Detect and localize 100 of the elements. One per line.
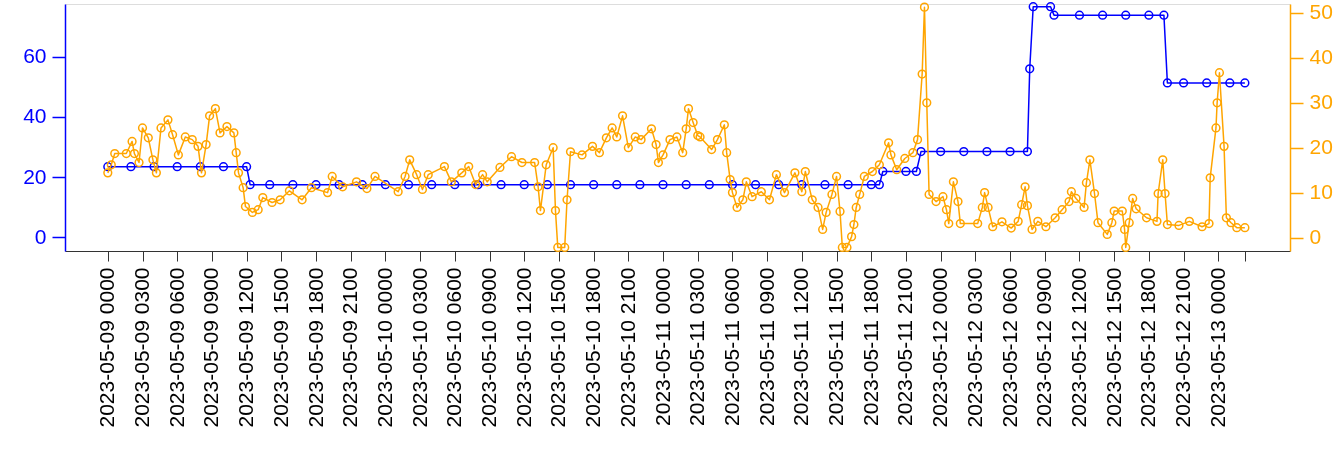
point — [959, 146, 969, 157]
point — [265, 180, 275, 190]
point — [126, 162, 136, 172]
x-tick-label: 2023-05-10 2100 — [615, 267, 639, 428]
x-tick-label: 2023-05-10 1500 — [546, 267, 570, 428]
x-tick-label: 2023-05-12 0300 — [962, 267, 986, 428]
point — [241, 162, 252, 172]
x-tick-label: 2023-05-10 1200 — [511, 267, 535, 428]
point — [901, 166, 911, 177]
x-tick-label: 2023-05-10 0600 — [442, 267, 466, 428]
x-tick-label: 2023-05-11 0000 — [650, 267, 674, 426]
y2-tick-label: 20 — [1309, 135, 1333, 159]
x-tick-label: 2023-05-12 1200 — [1066, 267, 1090, 428]
point — [878, 166, 888, 177]
point — [311, 180, 321, 190]
y2-tick-label: 40 — [1309, 45, 1333, 69]
point — [1074, 10, 1085, 20]
point — [1144, 10, 1154, 20]
x-tick-label: 2023-05-09 2100 — [338, 267, 362, 428]
point — [496, 180, 506, 190]
point — [874, 180, 884, 190]
point — [1178, 78, 1189, 88]
x-tick-label: 2023-05-09 0000 — [95, 267, 119, 428]
point — [681, 180, 691, 190]
point — [589, 180, 599, 190]
y2-tick-label: 10 — [1309, 180, 1333, 204]
y2-tick-label: 30 — [1309, 90, 1333, 114]
x-tick-label: 2023-05-10 1800 — [581, 267, 605, 428]
y-tick-label: 60 — [23, 44, 47, 68]
x-tick-label: 2023-05-12 0600 — [997, 267, 1021, 428]
point — [149, 162, 159, 172]
point — [245, 180, 255, 190]
point — [843, 180, 853, 190]
point — [774, 180, 784, 190]
x-tick-label: 2023-05-10 0900 — [477, 267, 501, 428]
point — [195, 162, 205, 172]
point — [1202, 78, 1212, 88]
x-tick-label: 2023-05-12 2100 — [1171, 267, 1195, 428]
point — [750, 180, 761, 190]
point — [911, 166, 921, 177]
point — [427, 180, 437, 190]
point — [450, 180, 460, 190]
point — [1028, 2, 1038, 12]
y-tick-label: 20 — [23, 164, 47, 188]
x-tick-label: 2023-05-11 1200 — [789, 267, 813, 426]
point — [797, 180, 807, 190]
y2-tick-label: 50 — [1309, 0, 1333, 24]
x-tick-label: 2023-05-12 0000 — [928, 267, 952, 428]
y2-tick-label: 0 — [1309, 225, 1322, 249]
x-tick-label: 2023-05-11 0600 — [719, 267, 743, 426]
point — [1225, 78, 1235, 88]
point — [1022, 146, 1033, 157]
point — [542, 180, 552, 190]
point — [1045, 2, 1056, 12]
x-tick-label: 2023-05-12 0900 — [1032, 267, 1056, 428]
x-tick-label: 2023-05-12 1800 — [1136, 267, 1160, 428]
point — [1097, 10, 1108, 20]
x-tick-label: 2023-05-12 1500 — [1101, 267, 1125, 428]
point — [565, 180, 576, 190]
x-tick-label: 2023-05-09 0900 — [199, 267, 223, 428]
x-tick-label: 2023-05-09 1800 — [303, 267, 327, 428]
x-tick-label: 2023-05-09 0300 — [130, 267, 153, 428]
x-tick-label: 2023-05-11 2100 — [893, 267, 917, 426]
point — [1121, 10, 1131, 20]
point — [704, 180, 714, 190]
y-tick-label: 0 — [34, 224, 47, 248]
point — [218, 162, 229, 172]
point — [172, 162, 182, 172]
point — [916, 146, 926, 157]
x-tick-label: 2023-05-09 1500 — [268, 267, 292, 428]
point — [1005, 146, 1015, 157]
point — [658, 180, 668, 190]
x-tick-label: 2023-05-11 1800 — [858, 267, 882, 426]
point — [380, 180, 391, 190]
point — [334, 180, 344, 190]
point — [403, 180, 414, 190]
point — [288, 180, 298, 190]
point — [1159, 10, 1169, 20]
point — [1049, 10, 1059, 20]
point — [1162, 78, 1173, 88]
x-tick-label: 2023-05-09 1200 — [234, 267, 258, 428]
point — [1025, 64, 1035, 74]
point — [982, 146, 992, 157]
x-tick-label: 2023-05-10 0000 — [372, 267, 396, 428]
x-tick-label: 2023-05-10 0300 — [407, 267, 431, 428]
x-tick-label: 2023-05-11 0300 — [685, 267, 709, 426]
point — [635, 180, 645, 190]
x-tick-label: 2023-05-09 0600 — [164, 267, 188, 428]
point — [612, 180, 622, 190]
point — [866, 180, 876, 190]
x-tick-label: 2023-05-11 1500 — [824, 267, 848, 426]
point — [820, 180, 830, 190]
point — [519, 180, 529, 190]
point — [357, 180, 367, 190]
x-tick-label: 2023-05-13 0000 — [1205, 267, 1229, 428]
point — [727, 180, 738, 190]
y-tick-label: 40 — [23, 104, 47, 128]
x-tick-label: 2023-05-11 0900 — [754, 267, 778, 426]
point — [936, 146, 946, 157]
point — [1240, 78, 1250, 88]
